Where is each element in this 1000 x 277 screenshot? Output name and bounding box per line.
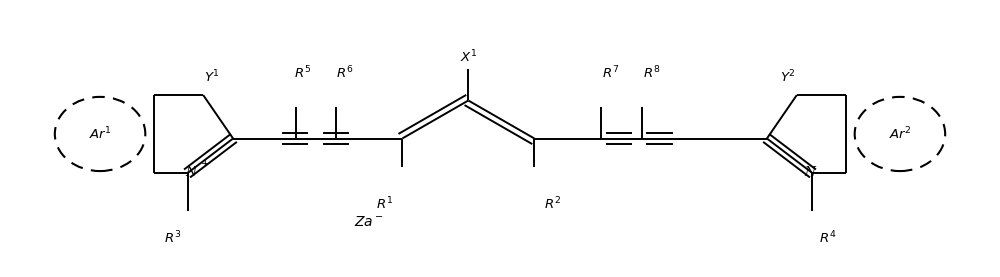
Text: N: N (804, 166, 815, 179)
Text: $R^6$: $R^6$ (336, 65, 353, 82)
Text: $R^5$: $R^5$ (294, 65, 311, 82)
Text: $X^1$: $X^1$ (460, 49, 477, 65)
Text: $R^4$: $R^4$ (819, 230, 836, 246)
Text: $Ar^2$: $Ar^2$ (889, 126, 911, 142)
Text: $R^2$: $R^2$ (544, 195, 561, 212)
Text: $Ar^1$: $Ar^1$ (89, 126, 112, 142)
Text: $Y^1$: $Y^1$ (204, 69, 220, 85)
Text: $Y^2$: $Y^2$ (780, 69, 796, 85)
Text: N: N (185, 166, 196, 179)
Text: $R^7$: $R^7$ (602, 65, 619, 82)
Text: $R^3$: $R^3$ (164, 230, 181, 246)
Text: +: + (201, 159, 209, 169)
Text: $R^8$: $R^8$ (643, 65, 661, 82)
Text: $R^1$: $R^1$ (376, 195, 393, 212)
Text: $Za^-$: $Za^-$ (354, 215, 384, 229)
